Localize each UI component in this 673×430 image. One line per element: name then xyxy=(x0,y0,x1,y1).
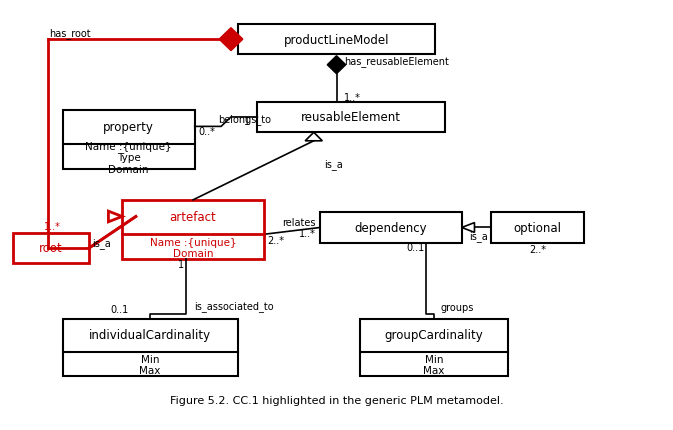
Text: reusableElement: reusableElement xyxy=(302,111,401,124)
Bar xyxy=(63,319,238,376)
Text: groupCardinality: groupCardinality xyxy=(384,329,483,341)
Text: 2..*: 2..* xyxy=(267,236,284,246)
Text: property: property xyxy=(104,120,154,134)
Bar xyxy=(257,102,446,133)
Text: is_associated_to: is_associated_to xyxy=(194,301,274,311)
Text: 0..1: 0..1 xyxy=(406,243,425,252)
Text: dependency: dependency xyxy=(355,221,427,234)
Text: 0..1: 0..1 xyxy=(110,305,129,315)
Text: Min
Max: Min Max xyxy=(139,354,161,375)
Text: 2..*: 2..* xyxy=(529,244,546,254)
Text: Min
Max: Min Max xyxy=(423,354,444,375)
Bar xyxy=(320,212,462,243)
Text: Name :{unique}
Type
Domain: Name :{unique} Type Domain xyxy=(85,141,172,175)
Text: 1..*: 1..* xyxy=(345,92,361,102)
Bar xyxy=(238,25,435,55)
Bar xyxy=(491,212,583,243)
Text: belongs_to: belongs_to xyxy=(218,114,271,125)
Text: has_reusableElement: has_reusableElement xyxy=(345,55,450,66)
Text: Name :{unique}
Domain: Name :{unique} Domain xyxy=(149,237,236,258)
Text: has_root: has_root xyxy=(50,28,92,39)
Text: is_a: is_a xyxy=(324,159,343,169)
Text: groups: groups xyxy=(440,302,474,312)
Polygon shape xyxy=(305,133,322,141)
Bar xyxy=(359,319,508,376)
Text: 1..*: 1..* xyxy=(44,221,61,231)
Polygon shape xyxy=(462,223,474,233)
Polygon shape xyxy=(219,29,243,52)
Bar xyxy=(122,200,264,260)
Text: root: root xyxy=(40,242,63,255)
Text: is_a: is_a xyxy=(470,230,488,241)
Text: 1..*: 1..* xyxy=(299,229,316,239)
Text: 0..*: 0..* xyxy=(198,126,215,136)
Text: productLineModel: productLineModel xyxy=(284,34,389,46)
Bar xyxy=(63,111,194,170)
Text: Figure 5.2. CC.1 highlighted in the generic PLM metamodel.: Figure 5.2. CC.1 highlighted in the gene… xyxy=(170,395,503,405)
Bar xyxy=(13,233,89,264)
Text: 1: 1 xyxy=(244,117,250,127)
Polygon shape xyxy=(327,57,346,74)
Text: is_a: is_a xyxy=(92,237,111,248)
Text: optional: optional xyxy=(513,221,562,234)
Text: relates: relates xyxy=(282,218,316,228)
Text: 1: 1 xyxy=(178,259,184,269)
Text: artefact: artefact xyxy=(170,210,217,224)
Text: individualCardinality: individualCardinality xyxy=(89,329,211,341)
Polygon shape xyxy=(108,212,122,222)
